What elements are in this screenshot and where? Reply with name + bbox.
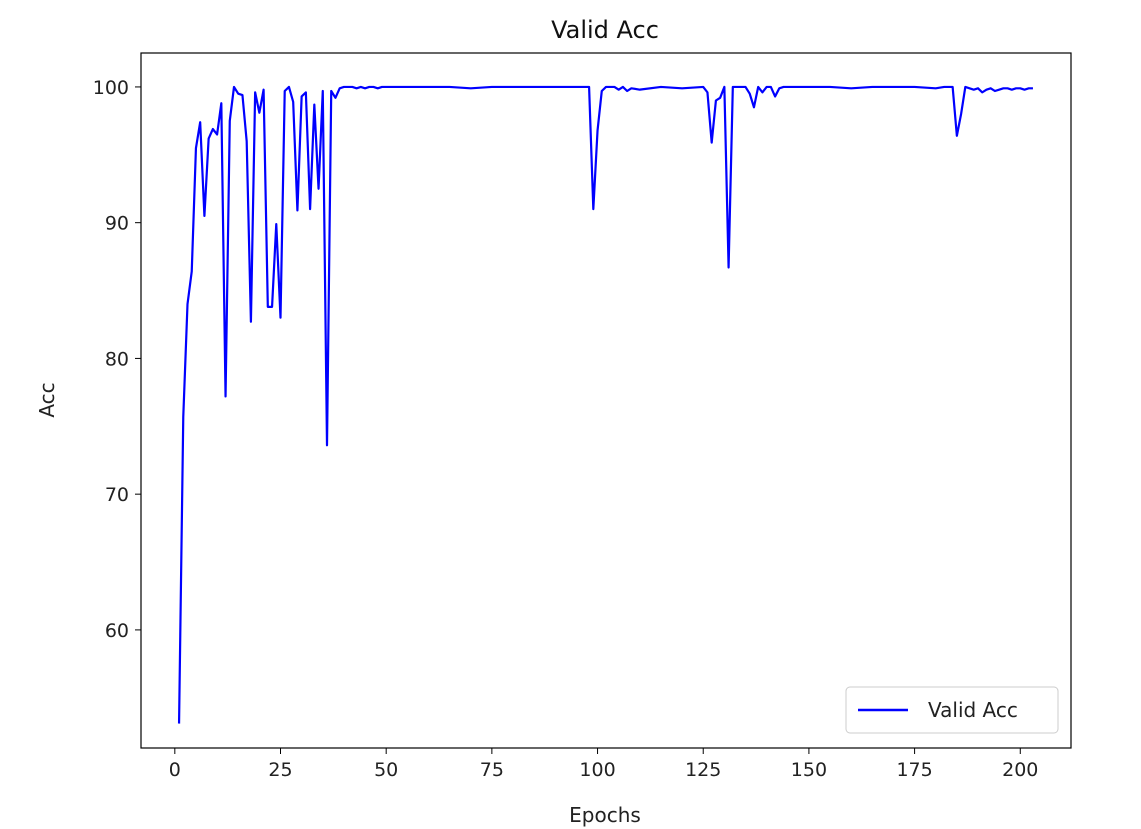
plot-frame (140, 52, 1072, 749)
x-axis-label: Epochs (569, 803, 641, 827)
y-tick-label: 80 (105, 348, 129, 370)
x-axis-ticks: 0 25 50 75 100 125 150 175 200 (169, 748, 1038, 781)
x-tick-label: 125 (685, 759, 721, 781)
y-tick-label: 100 (93, 77, 129, 99)
x-tick-label: 150 (791, 759, 827, 781)
chart-title: Valid Acc (551, 16, 659, 44)
y-axis-label: Acc (35, 382, 59, 417)
x-tick-label: 200 (1002, 759, 1038, 781)
y-tick-label: 60 (105, 620, 129, 642)
series-line-valid-acc (177, 85, 1033, 724)
x-tick-label: 175 (896, 759, 932, 781)
x-tick-label: 75 (480, 759, 504, 781)
y-tick-label: 70 (105, 484, 129, 506)
legend: Valid Acc (845, 686, 1059, 734)
y-axis-ticks: 60 70 80 90 100 (93, 77, 141, 642)
legend-label: Valid Acc (928, 698, 1018, 722)
x-tick-label: 50 (374, 759, 398, 781)
x-tick-label: 100 (579, 759, 615, 781)
legend-box (845, 686, 1059, 734)
x-tick-label: 25 (268, 759, 292, 781)
y-tick-label: 90 (105, 213, 129, 235)
x-tick-label: 0 (169, 759, 181, 781)
